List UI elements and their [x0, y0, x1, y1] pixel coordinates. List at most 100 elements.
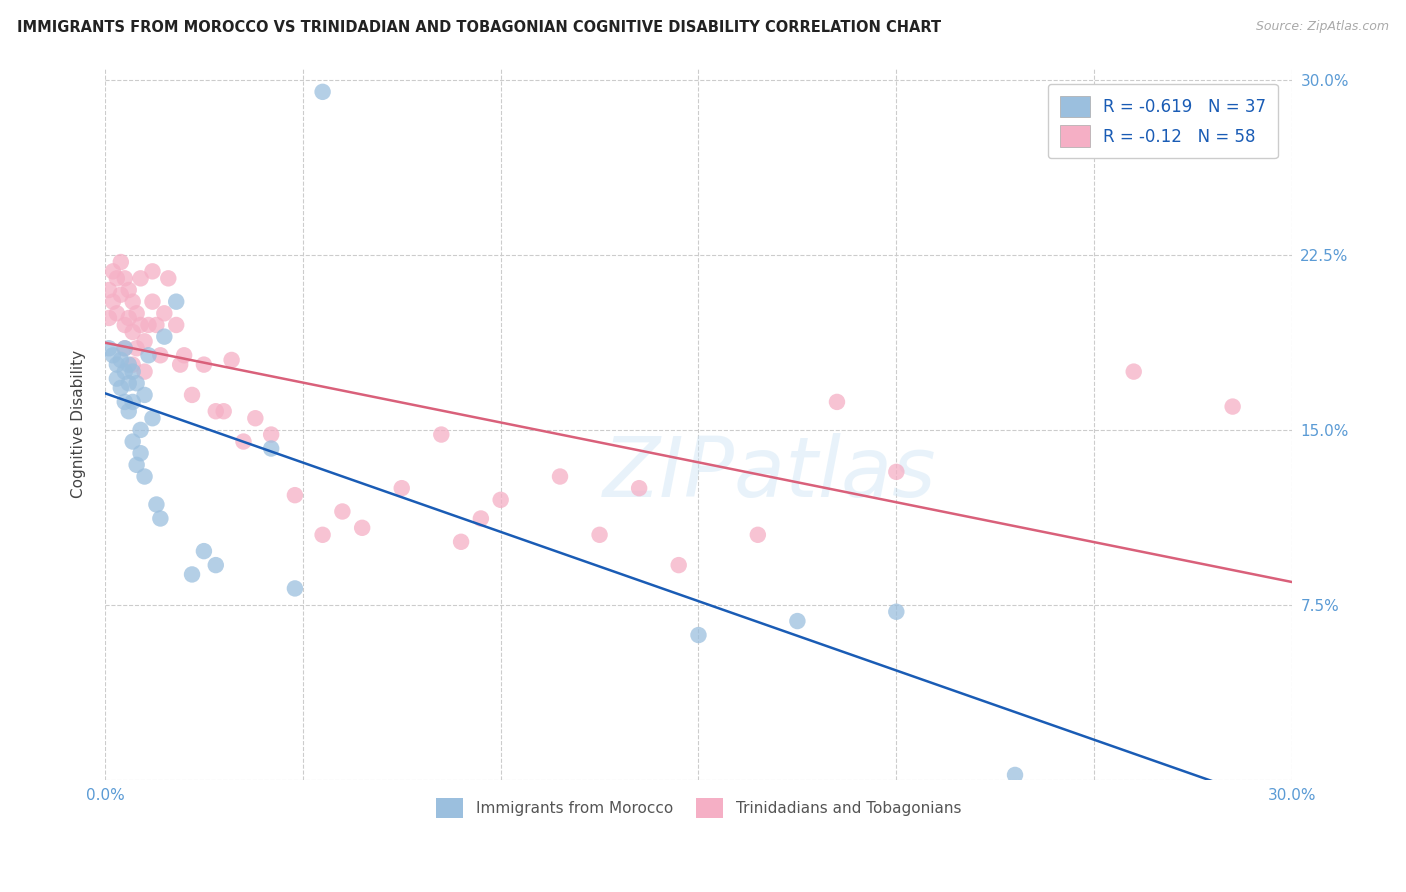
Point	[212, 404, 235, 418]
Point	[105, 271, 128, 285]
Point	[125, 458, 148, 472]
Point	[232, 434, 254, 449]
Point	[145, 318, 167, 332]
Point	[245, 411, 267, 425]
Point	[149, 511, 172, 525]
Point	[97, 341, 120, 355]
Point	[125, 341, 148, 355]
Text: ZIPatlas: ZIPatlas	[603, 434, 936, 515]
Y-axis label: Cognitive Disability: Cognitive Disability	[72, 350, 86, 498]
Point	[173, 348, 195, 362]
Point	[110, 353, 132, 368]
Point	[193, 544, 215, 558]
Point	[181, 388, 204, 402]
Point	[204, 404, 226, 418]
Point	[121, 434, 143, 449]
Point	[430, 427, 453, 442]
Point	[101, 294, 124, 309]
Point	[391, 481, 413, 495]
Point	[489, 492, 512, 507]
Point	[125, 376, 148, 391]
Point	[129, 423, 152, 437]
Point	[884, 465, 907, 479]
Point	[110, 287, 132, 301]
Text: Source: ZipAtlas.com: Source: ZipAtlas.com	[1256, 20, 1389, 33]
Point	[332, 504, 354, 518]
Point	[284, 582, 307, 596]
Point	[118, 358, 141, 372]
Point	[165, 318, 187, 332]
Point	[668, 558, 690, 573]
Point	[118, 404, 141, 418]
Point	[129, 318, 152, 332]
Point	[181, 567, 204, 582]
Point	[138, 318, 160, 332]
Point	[153, 306, 176, 320]
Point	[1222, 400, 1244, 414]
Point	[747, 528, 769, 542]
Point	[284, 488, 307, 502]
Point	[134, 388, 156, 402]
Point	[193, 358, 215, 372]
Point	[114, 271, 136, 285]
Point	[97, 283, 120, 297]
Point	[260, 442, 283, 456]
Point	[114, 318, 136, 332]
Point	[118, 376, 141, 391]
Point	[825, 395, 848, 409]
Point	[141, 294, 163, 309]
Point	[149, 348, 172, 362]
Point	[114, 341, 136, 355]
Point	[105, 358, 128, 372]
Point	[588, 528, 610, 542]
Point	[352, 521, 374, 535]
Point	[118, 310, 141, 325]
Point	[450, 534, 472, 549]
Point	[97, 310, 120, 325]
Point	[688, 628, 710, 642]
Point	[260, 427, 283, 442]
Point	[129, 271, 152, 285]
Point	[169, 358, 191, 372]
Text: IMMIGRANTS FROM MOROCCO VS TRINIDADIAN AND TOBAGONIAN COGNITIVE DISABILITY CORRE: IMMIGRANTS FROM MOROCCO VS TRINIDADIAN A…	[17, 20, 941, 35]
Point	[121, 358, 143, 372]
Point	[118, 283, 141, 297]
Point	[134, 334, 156, 349]
Point	[153, 329, 176, 343]
Point	[114, 365, 136, 379]
Point	[134, 365, 156, 379]
Point	[786, 614, 808, 628]
Point	[105, 306, 128, 320]
Point	[105, 371, 128, 385]
Point	[145, 498, 167, 512]
Point	[1004, 768, 1026, 782]
Point	[121, 395, 143, 409]
Point	[141, 264, 163, 278]
Point	[138, 348, 160, 362]
Point	[121, 365, 143, 379]
Point	[628, 481, 651, 495]
Point	[884, 605, 907, 619]
Point	[101, 348, 124, 362]
Point	[165, 294, 187, 309]
Point	[141, 411, 163, 425]
Point	[121, 294, 143, 309]
Point	[311, 528, 333, 542]
Point	[548, 469, 571, 483]
Point	[470, 511, 492, 525]
Point	[1122, 365, 1144, 379]
Point	[157, 271, 180, 285]
Point	[204, 558, 226, 573]
Point	[110, 255, 132, 269]
Point	[221, 353, 243, 368]
Point	[125, 306, 148, 320]
Legend: Immigrants from Morocco, Trinidadians and Tobagonians: Immigrants from Morocco, Trinidadians an…	[429, 790, 969, 825]
Point	[129, 446, 152, 460]
Point	[114, 395, 136, 409]
Point	[114, 341, 136, 355]
Point	[311, 85, 333, 99]
Point	[101, 264, 124, 278]
Point	[110, 381, 132, 395]
Point	[121, 325, 143, 339]
Point	[134, 469, 156, 483]
